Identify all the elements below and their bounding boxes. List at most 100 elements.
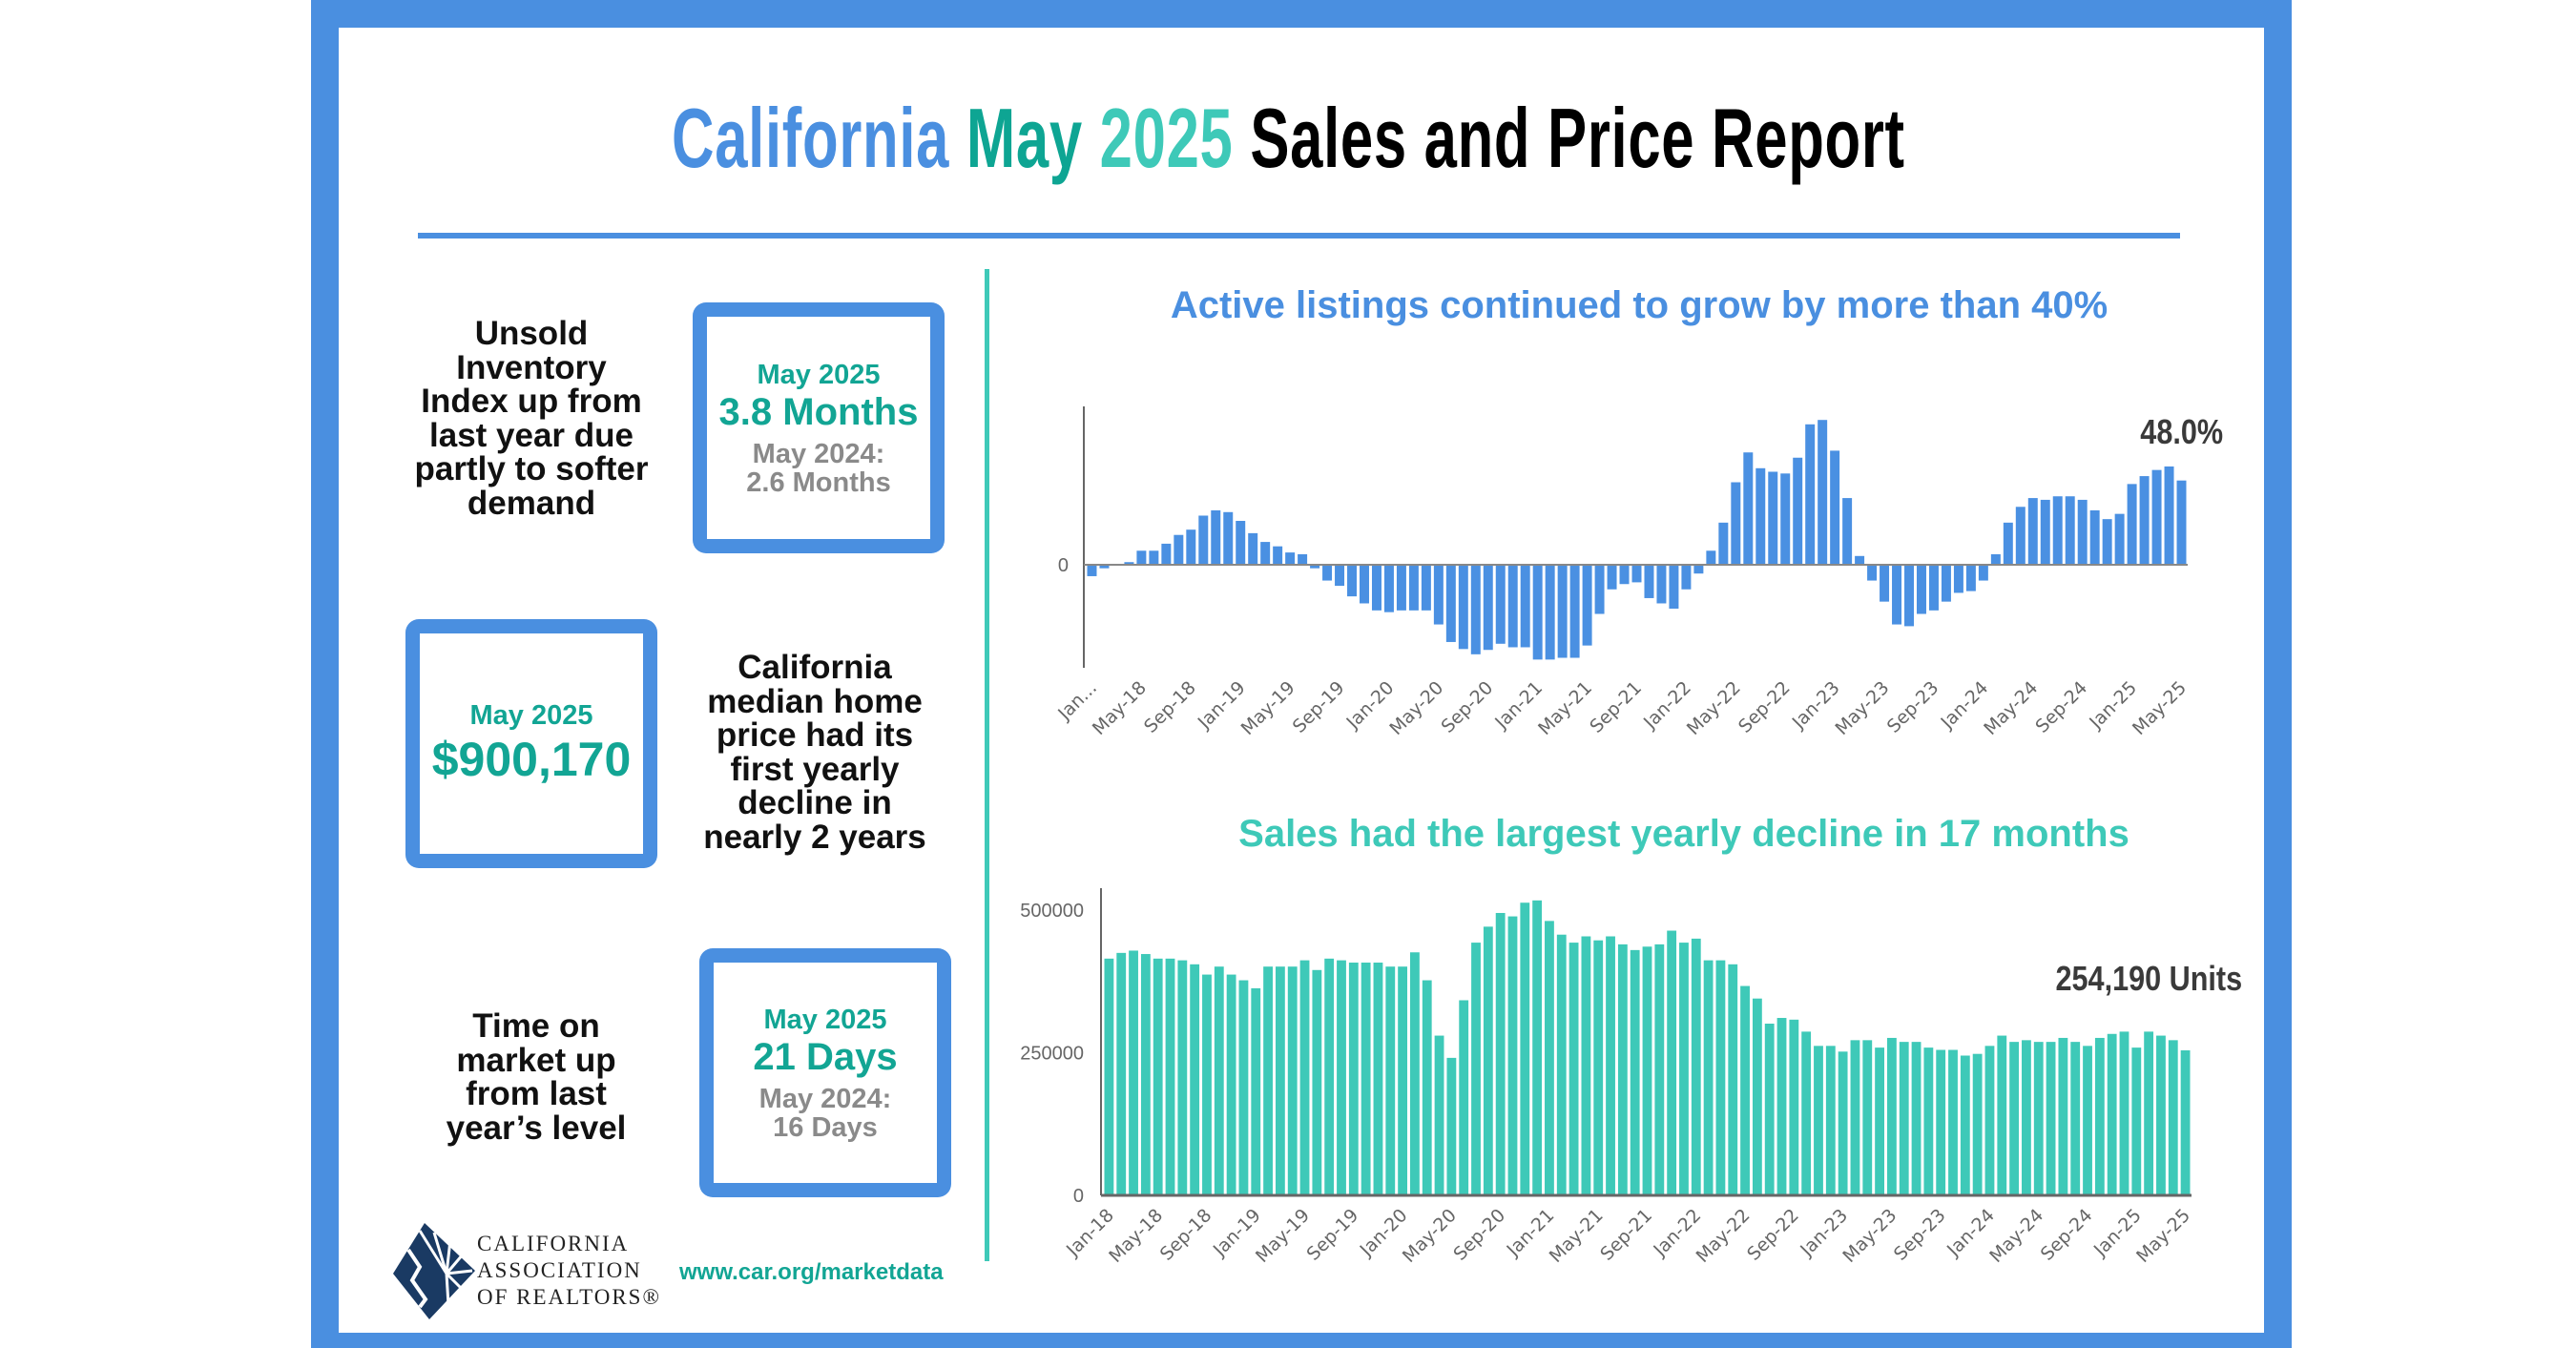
listings-y-tick-label: 0 [1058, 555, 1069, 576]
listings-bar [1619, 565, 1630, 585]
desc-line: market up [456, 1041, 616, 1079]
sales-x-tick-label: May-25 [2132, 1205, 2194, 1267]
sales-x-tick-label: May-22 [1693, 1205, 1755, 1267]
sales-bar [1789, 1019, 1799, 1195]
sales-bar [1324, 958, 1335, 1195]
listings-bar [1904, 565, 1914, 627]
sales-x-tick-label: Sep-20 [1449, 1205, 1509, 1265]
listings-bar [1087, 565, 1097, 576]
sales-bar [1153, 958, 1163, 1195]
listings-bar [1174, 534, 1184, 565]
listings-bar [1445, 565, 1456, 642]
car-logo-text: CALIFORNIA ASSOCIATION OF REALTORS® [477, 1231, 661, 1311]
listings-bar [1223, 511, 1234, 565]
sales-bar [1471, 943, 1481, 1195]
desc-line: demand [467, 484, 596, 522]
desc-line: decline in [737, 784, 892, 821]
time-on-market-stat-box: May 2025 21 Days May 2024: 16 Days [699, 948, 951, 1197]
listings-bar [1507, 565, 1518, 648]
stat-period: May 2025 [469, 699, 593, 731]
stat-prev-value: 16 Days [773, 1111, 878, 1143]
sales-bar [1165, 958, 1175, 1195]
sales-bar [1385, 966, 1396, 1195]
listings-bar [1768, 471, 1778, 565]
sales-bar [1814, 1046, 1823, 1195]
inventory-description: Unsold Inventory Index up from last year… [388, 317, 675, 520]
sales-bar [1226, 974, 1236, 1195]
sales-x-tick-label: Sep-18 [1156, 1205, 1216, 1265]
listings-x-tick-label: Sep-23 [1883, 677, 1943, 737]
sales-bar [1495, 912, 1506, 1195]
desc-line: nearly 2 years [703, 818, 926, 856]
sales-bar [2094, 1037, 2105, 1195]
listings-bar [1520, 565, 1530, 648]
desc-line: price had its [716, 716, 914, 754]
desc-line: Inventory [456, 348, 607, 386]
sales-bar [1715, 960, 1726, 1195]
sales-x-tick-label: May-20 [1399, 1205, 1461, 1267]
desc-line: year’s level [446, 1109, 627, 1147]
page-title: California May 2025 Sales and Price Repo… [0, 91, 2576, 186]
listings-bar [1360, 565, 1369, 604]
title-underline [418, 233, 2180, 238]
sales-bar [2083, 1046, 2092, 1195]
listings-bar [1892, 565, 1902, 625]
desc-line: first yearly [730, 750, 900, 788]
listings-bar [1557, 565, 1568, 658]
listings-bar [2040, 499, 2050, 565]
listings-bar [1965, 565, 1976, 591]
sales-x-tick-label: Sep-21 [1596, 1205, 1656, 1265]
sales-bar [1104, 958, 1114, 1195]
listings-bar [1978, 565, 1988, 581]
inventory-stat-box: May 2025 3.8 Months May 2024: 2.6 Months [693, 302, 945, 553]
sales-bar [1630, 949, 1640, 1195]
listings-bar [1569, 565, 1580, 658]
listings-chart-title: Active listings continued to grow by mor… [1170, 284, 2109, 326]
listings-bar [1656, 565, 1667, 604]
sales-x-tick-label: May-18 [1105, 1205, 1167, 1267]
sales-x-tick-label: May-21 [1546, 1205, 1608, 1267]
listings-bar [1545, 565, 1555, 660]
listings-bar [1941, 565, 1951, 602]
sales-bar [1984, 1046, 1995, 1195]
listings-bar [2114, 513, 2125, 565]
listings-bar [1161, 543, 1172, 565]
listings-bar [1285, 552, 1296, 565]
listings-bar [1483, 565, 1493, 651]
listings-bar [1780, 473, 1791, 565]
listings-x-tick-label: May-18 [1089, 677, 1151, 739]
sales-bar [1862, 1040, 1873, 1195]
sales-bar [1398, 966, 1408, 1195]
listings-bar [2127, 484, 2137, 565]
listings-bar [1470, 565, 1481, 654]
listings-bar [2164, 466, 2174, 565]
logo-line: OF REALTORS® [477, 1285, 661, 1309]
title-part: May [966, 91, 1100, 185]
listings-x-tick-label: Sep-18 [1140, 677, 1200, 737]
sales-bar [1177, 960, 1188, 1195]
sales-bar [2180, 1049, 2191, 1195]
title-part: Sales and Price Report [1249, 91, 1905, 185]
listings-bar [1681, 565, 1692, 590]
listings-bar [1149, 550, 1159, 565]
desc-line: Index up from [421, 383, 642, 420]
listings-bar [1396, 565, 1406, 611]
listings-bar [2065, 496, 2075, 565]
sales-bar [1520, 902, 1530, 1195]
sales-bar [1483, 926, 1493, 1195]
sales-bar [2168, 1040, 2178, 1195]
sales-bar [2058, 1037, 2068, 1195]
sales-bar [1911, 1042, 1922, 1195]
stat-value: $900,170 [431, 732, 632, 786]
desc-line: last year due [429, 416, 634, 454]
market-data-link[interactable]: www.car.org/marketdata [679, 1259, 944, 1285]
listings-annotation: 48.0% [2140, 412, 2223, 451]
sales-bar [1251, 987, 1261, 1195]
stat-value: 3.8 Months [718, 390, 919, 433]
sales-y-tick-label: 500000 [1020, 901, 1084, 922]
sales-bar [1287, 966, 1298, 1195]
listings-bar [1582, 565, 1592, 646]
listings-bar [1260, 542, 1271, 565]
sales-bar [1838, 1051, 1848, 1195]
sales-bar [1667, 930, 1677, 1195]
